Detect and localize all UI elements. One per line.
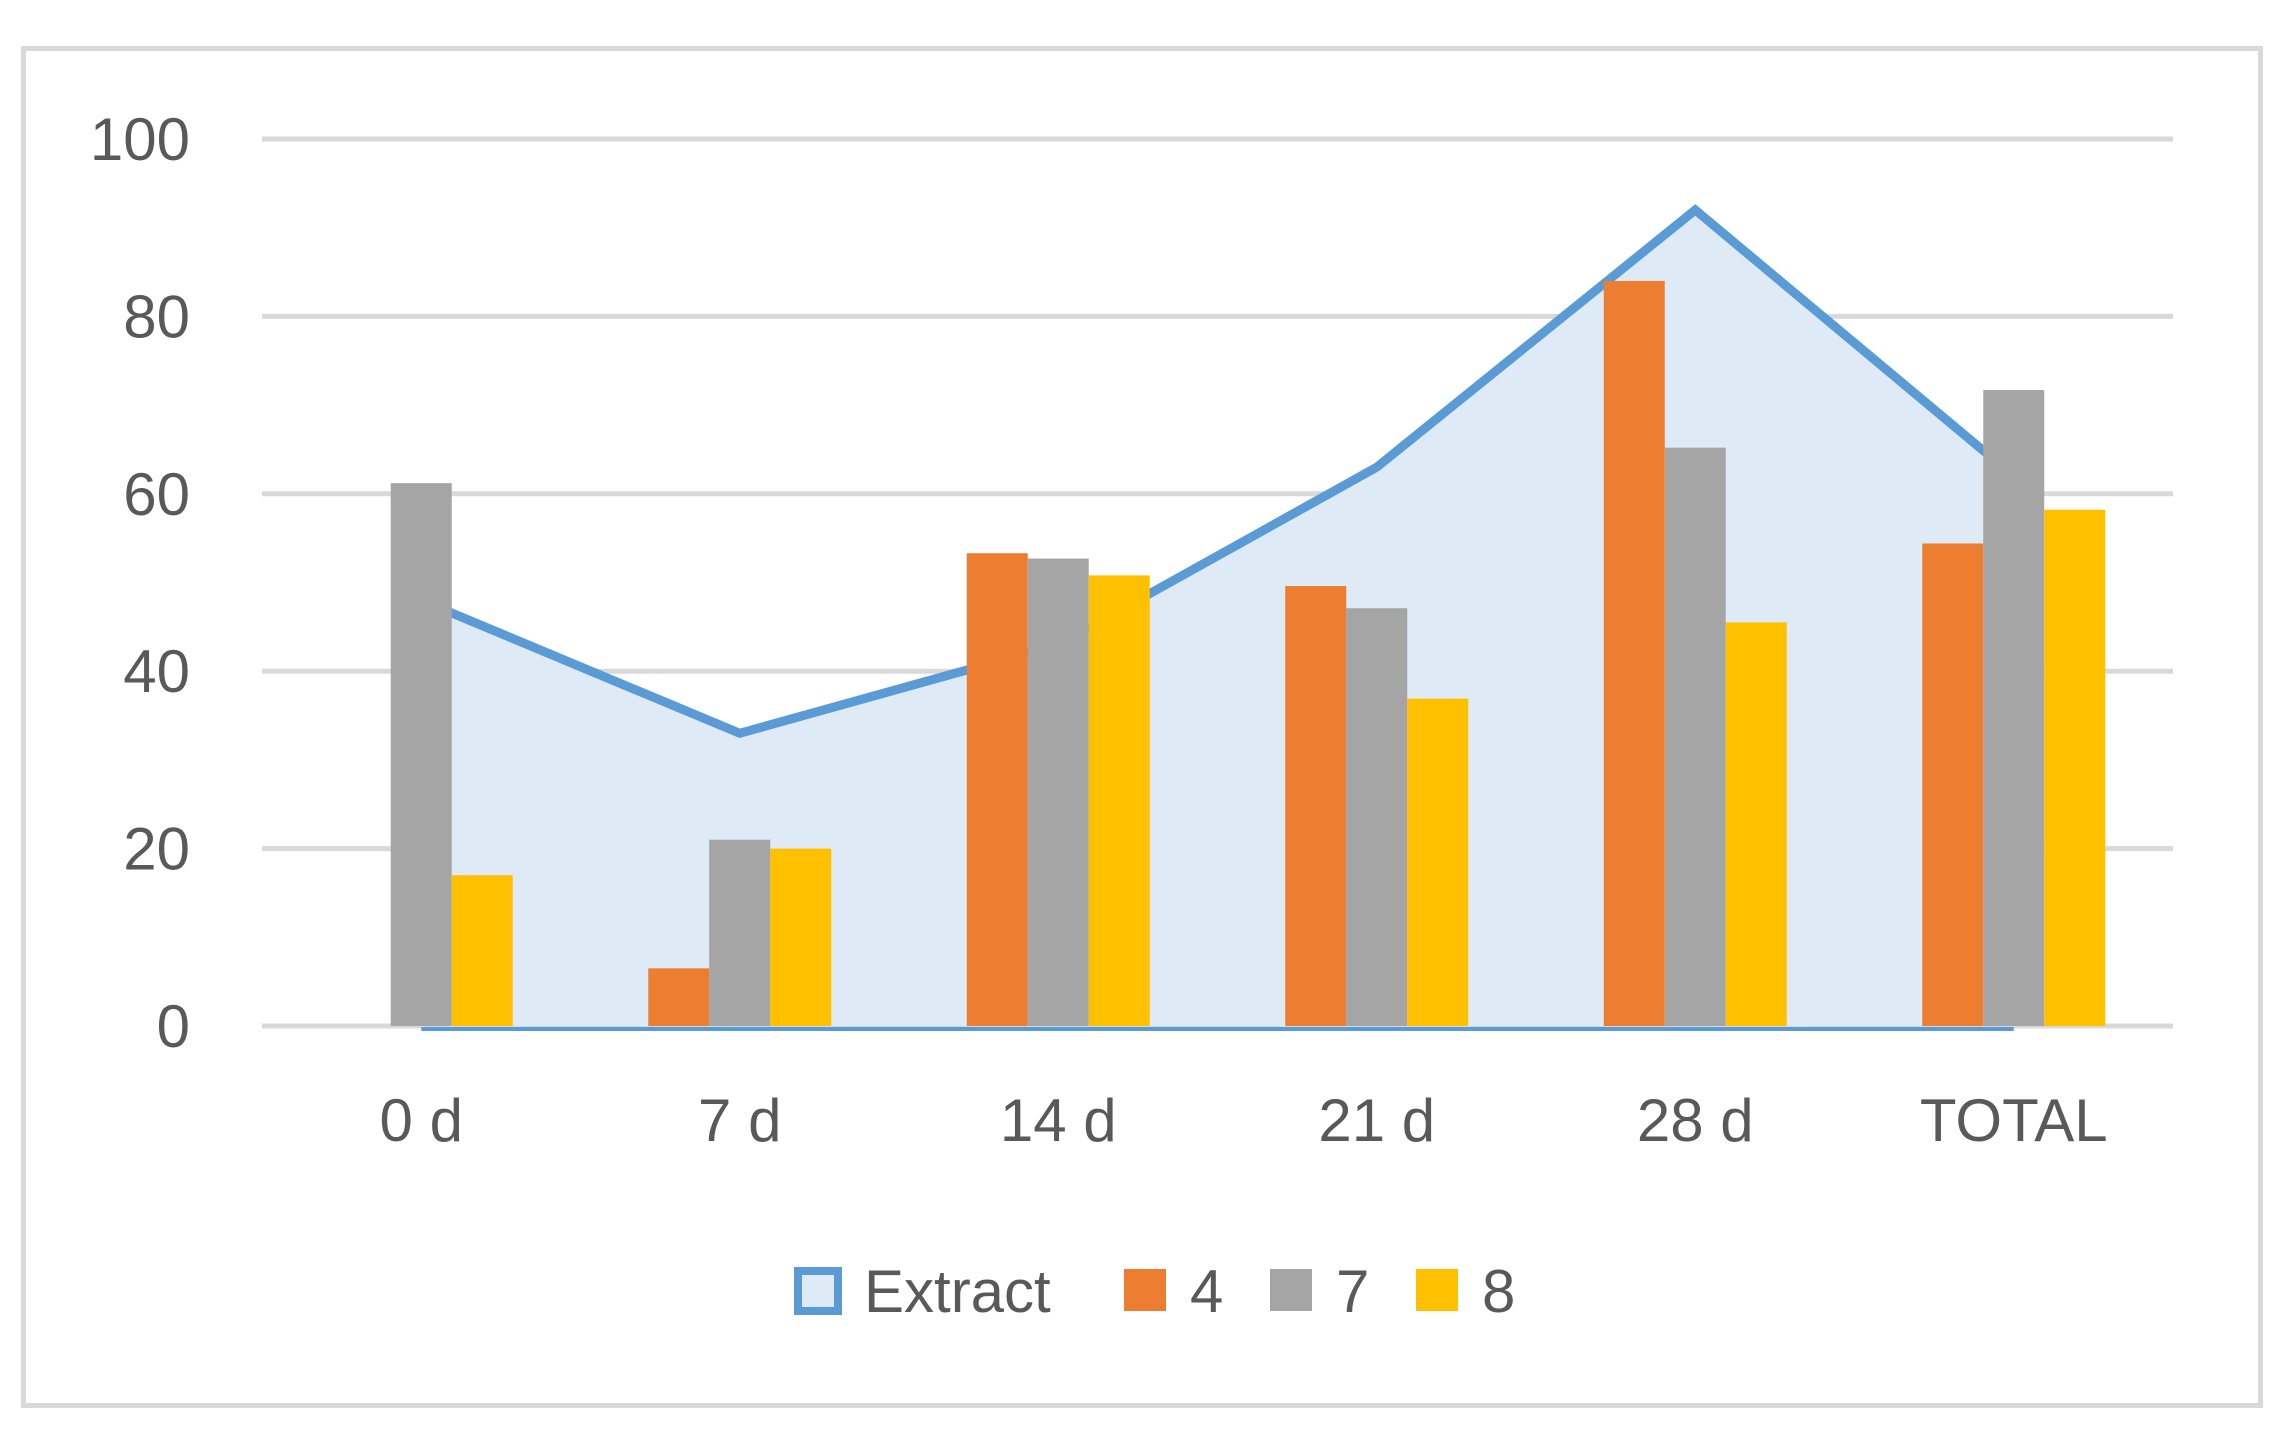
x-tick-label: 21 d [1318, 1087, 1435, 1154]
bar-series-8-1 [770, 848, 832, 1026]
x-tick-label: 28 d [1637, 1087, 1754, 1154]
legend-swatch-2 [1270, 1269, 1312, 1311]
legend-label-2: 7 [1336, 1258, 1369, 1325]
x-tick-label: 14 d [1000, 1087, 1117, 1154]
bar-series-7-0 [390, 483, 452, 1026]
legend-swatch-3 [1416, 1269, 1458, 1311]
y-tick-label: 100 [90, 106, 190, 173]
y-tick-label: 40 [123, 638, 190, 705]
bar-series-8-3 [1407, 698, 1469, 1026]
bar-series-4-2 [966, 553, 1028, 1026]
bar-series-7-2 [1027, 558, 1089, 1026]
x-tick-label: 7 d [698, 1087, 781, 1154]
bar-series-8-0 [451, 875, 513, 1026]
bar-series-4-3 [1285, 586, 1347, 1026]
legend-label-1: 4 [1190, 1258, 1223, 1325]
bar-series-7-3 [1346, 608, 1408, 1026]
bar-series [390, 280, 2106, 1026]
y-tick-label: 0 [157, 993, 190, 1060]
bar-series-7-4 [1664, 447, 1726, 1026]
bar-series-8-5 [2044, 509, 2106, 1026]
x-tick-label: TOTAL [1920, 1087, 2108, 1154]
bar-series-7-5 [1983, 390, 2045, 1026]
bar-series-7-1 [709, 839, 771, 1026]
x-tick-label: 0 d [380, 1087, 463, 1154]
bar-series-4-4 [1603, 280, 1665, 1026]
axis-labels: 0 20 40 60 80 100 0 d 7 d 14 d 21 d 28 d TOTAL [90, 106, 2108, 1154]
bar-series-8-2 [1088, 575, 1150, 1026]
legend-swatch-1 [1124, 1269, 1166, 1311]
bar-series-4-5 [1922, 543, 1984, 1026]
legend-swatch-0 [794, 1267, 842, 1315]
y-tick-label: 80 [123, 283, 190, 350]
bar-series-8-4 [1725, 622, 1787, 1026]
area-line-extract [419, 204, 2017, 739]
legend-label-0: Extract [864, 1258, 1051, 1325]
bar-series-4-1 [648, 968, 710, 1026]
legend-label-3: 8 [1482, 1258, 1515, 1325]
y-tick-label: 60 [123, 461, 190, 528]
legend: Extract 4 7 8 [794, 1258, 1515, 1325]
y-tick-label: 20 [123, 816, 190, 883]
